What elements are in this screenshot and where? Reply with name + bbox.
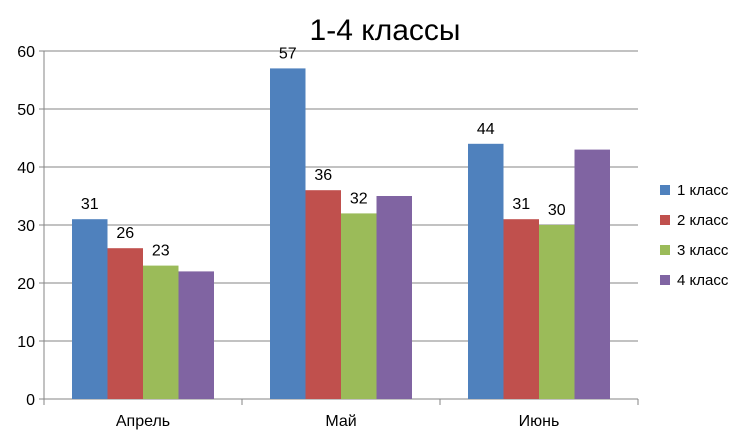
bar [503, 219, 539, 399]
legend-label: 4 класс [677, 272, 729, 289]
bar [107, 248, 143, 399]
y-tick-label: 20 [17, 276, 35, 293]
x-tick-label: Май [325, 413, 356, 430]
data-label: 31 [81, 196, 99, 213]
bar [305, 190, 341, 399]
x-tick-label: Июнь [519, 413, 560, 430]
data-label: 31 [512, 196, 530, 213]
y-tick-label: 10 [17, 334, 35, 351]
legend-swatch [660, 275, 670, 285]
data-labels: 31 57 44 26 36 31 23 32 30 [81, 45, 566, 259]
data-label: 44 [477, 121, 495, 138]
bar [539, 225, 575, 399]
bar [341, 213, 377, 399]
y-tick-label: 50 [17, 102, 35, 119]
bar [468, 143, 504, 399]
bar [72, 219, 108, 399]
data-label: 32 [350, 190, 368, 207]
chart-title: 1-4 классы [310, 14, 461, 47]
legend: 1 класс 2 класс 3 класс 4 класс [660, 182, 729, 289]
data-label: 26 [116, 225, 134, 242]
y-tick-label: 0 [26, 392, 35, 409]
y-tick-label: 60 [17, 44, 35, 61]
bar [270, 68, 306, 400]
legend-swatch [660, 215, 670, 225]
y-tick-label: 30 [17, 218, 35, 235]
bar [178, 271, 214, 399]
data-label: 23 [152, 243, 170, 260]
legend-swatch [660, 245, 670, 255]
legend-label: 1 класс [677, 182, 729, 199]
bar [143, 265, 179, 399]
data-label: 30 [548, 202, 566, 219]
bars [72, 68, 610, 400]
data-label: 36 [314, 167, 332, 184]
bar [376, 196, 412, 399]
data-label: 57 [279, 45, 297, 62]
legend-swatch [660, 185, 670, 195]
x-tick-label: Апрель [116, 413, 170, 430]
legend-label: 2 класс [677, 212, 729, 229]
y-tick-label: 40 [17, 160, 35, 177]
legend-label: 3 класс [677, 242, 729, 259]
bar [574, 149, 610, 399]
